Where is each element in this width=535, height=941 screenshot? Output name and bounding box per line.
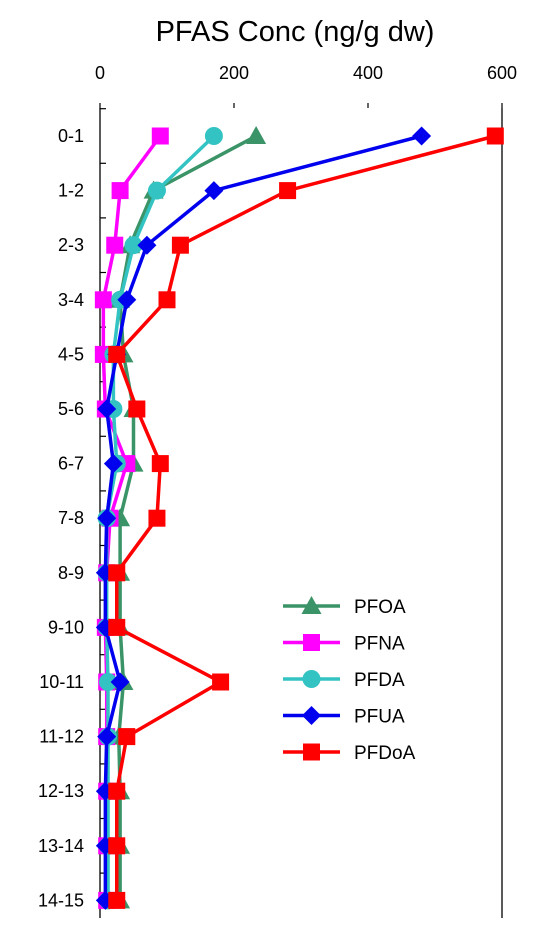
legend-marker bbox=[301, 596, 322, 614]
data-point bbox=[246, 126, 267, 144]
legend-marker bbox=[303, 743, 320, 761]
data-point bbox=[486, 127, 504, 145]
data-point bbox=[111, 182, 129, 200]
legend-marker bbox=[302, 670, 321, 688]
x-tick-label: 400 bbox=[353, 63, 383, 83]
data-point bbox=[97, 508, 117, 528]
legend-label: PFNA bbox=[354, 634, 405, 655]
data-point bbox=[108, 345, 126, 363]
x-tick-label: 0 bbox=[95, 63, 105, 83]
category-label: 5-6 bbox=[58, 399, 84, 419]
legend: PFOA PFNA PFDA PFUA PFDoA bbox=[283, 596, 416, 764]
data-point bbox=[99, 673, 118, 691]
x-tick-label: 600 bbox=[487, 63, 517, 83]
legend-marker bbox=[303, 634, 320, 651]
legend-entry: PFNA bbox=[283, 634, 405, 655]
legend-label: PFOA bbox=[354, 597, 406, 618]
data-point bbox=[118, 728, 136, 746]
category-label: 6-7 bbox=[58, 454, 84, 474]
data-point bbox=[158, 291, 176, 309]
axes: 0 200 400 600 0-1 1-2 2-3 3-4 4-5 5-6 6-7 7-8 8-9 9-1… bbox=[38, 63, 517, 918]
data-point bbox=[128, 400, 146, 418]
series-pfua bbox=[95, 126, 432, 910]
data-point bbox=[106, 236, 124, 254]
legend-entry: PFDA bbox=[283, 670, 405, 691]
x-tick-label: 200 bbox=[219, 63, 249, 83]
data-point bbox=[108, 782, 126, 800]
data-point bbox=[110, 672, 130, 692]
legend-entry: PFDoA bbox=[283, 743, 416, 764]
data-point bbox=[204, 181, 224, 201]
category-label: 14-15 bbox=[38, 890, 84, 910]
legend-entry: PFUA bbox=[283, 706, 405, 728]
category-label: 3-4 bbox=[58, 290, 84, 310]
data-point bbox=[148, 509, 166, 527]
data-point bbox=[412, 126, 432, 146]
legend-label: PFUA bbox=[354, 707, 405, 728]
chart-title: PFAS Conc (ng/g dw) bbox=[156, 16, 435, 48]
category-label: 1-2 bbox=[58, 181, 84, 201]
data-point bbox=[103, 454, 123, 474]
data-point bbox=[97, 727, 117, 747]
legend-entry: PFOA bbox=[283, 596, 406, 618]
category-label: 7-8 bbox=[58, 508, 84, 528]
category-label: 10-11 bbox=[39, 672, 84, 692]
data-point bbox=[108, 837, 126, 855]
category-label: 8-9 bbox=[58, 563, 84, 583]
category-label: 11-12 bbox=[39, 727, 84, 747]
legend-label: PFDoA bbox=[354, 743, 416, 764]
category-label: 0-1 bbox=[58, 126, 84, 146]
series-layer bbox=[94, 126, 504, 910]
category-label: 12-13 bbox=[38, 781, 84, 801]
category-label: 9-10 bbox=[48, 617, 84, 637]
data-point bbox=[204, 127, 223, 145]
category-label: 2-3 bbox=[58, 235, 84, 255]
data-point bbox=[108, 618, 126, 636]
data-point bbox=[94, 291, 112, 309]
data-point bbox=[279, 182, 297, 200]
data-point bbox=[97, 399, 117, 419]
data-point bbox=[108, 891, 126, 909]
data-point bbox=[108, 564, 126, 582]
data-point bbox=[147, 181, 166, 200]
data-point bbox=[171, 236, 189, 254]
data-point bbox=[151, 455, 169, 473]
data-point bbox=[212, 673, 230, 691]
data-point bbox=[137, 235, 157, 255]
category-label: 13-14 bbox=[38, 836, 84, 856]
series-pfdoa bbox=[108, 127, 504, 909]
legend-label: PFDA bbox=[354, 670, 405, 691]
legend-marker bbox=[302, 706, 321, 725]
data-point bbox=[117, 290, 137, 310]
category-label: 4-5 bbox=[58, 344, 84, 364]
data-point bbox=[124, 236, 143, 255]
data-point bbox=[151, 127, 169, 145]
